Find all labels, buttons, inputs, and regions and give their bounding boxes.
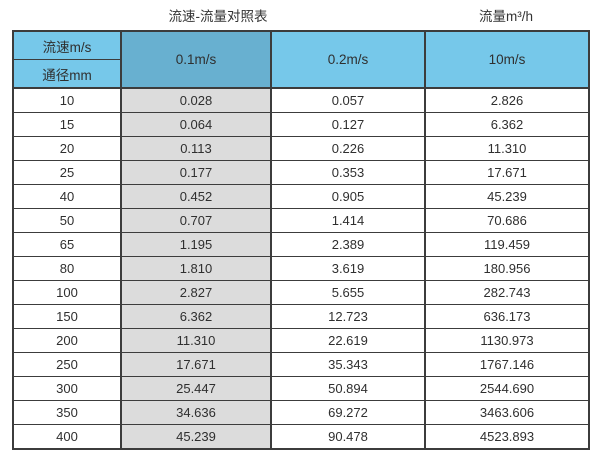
flow-value-cell: 5.655 (270, 280, 426, 305)
flow-value-cell: 22.619 (270, 328, 426, 353)
table-row: 40 0.452 0.905 45.239 (12, 184, 590, 209)
flow-value-cell: 17.671 (424, 160, 590, 185)
diameter-cell: 65 (12, 232, 122, 257)
diameter-cell: 80 (12, 256, 122, 281)
table-row: 50 0.707 1.414 70.686 (12, 208, 590, 233)
table-header: 流速m/s 0.1m/s 0.2m/s 10m/s 通径mm (12, 30, 590, 89)
flow-value-cell: 0.905 (270, 184, 426, 209)
header-diameter-label: 通径mm (12, 59, 122, 89)
flow-value-cell: 0.127 (270, 112, 426, 137)
table-row: 150 6.362 12.723 636.173 (12, 304, 590, 329)
flow-value-cell: 25.447 (120, 376, 272, 401)
diameter-cell: 20 (12, 136, 122, 161)
flow-value-cell: 0.177 (120, 160, 272, 185)
flow-value-cell: 1.195 (120, 232, 272, 257)
flow-value-cell: 0.226 (270, 136, 426, 161)
flow-value-cell: 2544.690 (424, 376, 590, 401)
flow-value-cell: 34.636 (120, 400, 272, 425)
flow-value-cell: 119.459 (424, 232, 590, 257)
diameter-cell: 300 (12, 376, 122, 401)
flow-value-cell: 45.239 (424, 184, 590, 209)
table-row: 25 0.177 0.353 17.671 (12, 160, 590, 185)
table-row: 80 1.810 3.619 180.956 (12, 256, 590, 281)
flow-unit-label: 流量m³/h (479, 9, 533, 24)
flow-value-cell: 1130.973 (424, 328, 590, 353)
table-title: 流速-流量对照表 (168, 9, 268, 24)
flow-value-cell: 6.362 (424, 112, 590, 137)
flow-value-cell: 70.686 (424, 208, 590, 233)
flow-value-cell: 0.028 (120, 87, 272, 113)
flow-value-cell: 0.707 (120, 208, 272, 233)
flow-value-cell: 636.173 (424, 304, 590, 329)
flow-value-cell: 2.827 (120, 280, 272, 305)
flow-value-cell: 1.414 (270, 208, 426, 233)
flow-value-cell: 282.743 (424, 280, 590, 305)
flow-value-cell: 50.894 (270, 376, 426, 401)
flow-value-cell: 2.826 (424, 87, 590, 113)
table-row: 65 1.195 2.389 119.459 (12, 232, 590, 257)
flow-value-cell: 3463.606 (424, 400, 590, 425)
flow-value-cell: 11.310 (120, 328, 272, 353)
table-body: 10 0.028 0.057 2.826 15 0.064 0.127 6.36… (12, 87, 590, 450)
flow-value-cell: 180.956 (424, 256, 590, 281)
table-row: 350 34.636 69.272 3463.606 (12, 400, 590, 425)
flow-value-cell: 90.478 (270, 424, 426, 450)
header-col-10ms: 10m/s (424, 30, 590, 89)
diameter-cell: 100 (12, 280, 122, 305)
flow-value-cell: 3.619 (270, 256, 426, 281)
table-row: 250 17.671 35.343 1767.146 (12, 352, 590, 377)
diameter-cell: 400 (12, 424, 122, 450)
diameter-cell: 200 (12, 328, 122, 353)
flow-value-cell: 12.723 (270, 304, 426, 329)
table-row: 400 45.239 90.478 4523.893 (12, 424, 590, 450)
table-row: 100 2.827 5.655 282.743 (12, 280, 590, 305)
flow-value-cell: 69.272 (270, 400, 426, 425)
flow-value-cell: 17.671 (120, 352, 272, 377)
diameter-cell: 40 (12, 184, 122, 209)
header-col-0.1ms: 0.1m/s (120, 30, 272, 89)
diameter-cell: 15 (12, 112, 122, 137)
table-row: 10 0.028 0.057 2.826 (12, 87, 590, 113)
diameter-cell: 150 (12, 304, 122, 329)
table-row: 15 0.064 0.127 6.362 (12, 112, 590, 137)
table-row: 300 25.447 50.894 2544.690 (12, 376, 590, 401)
flow-value-cell: 6.362 (120, 304, 272, 329)
header-col-0.2ms: 0.2m/s (270, 30, 426, 89)
flow-value-cell: 0.113 (120, 136, 272, 161)
diameter-cell: 250 (12, 352, 122, 377)
header-velocity-label: 流速m/s (12, 30, 122, 60)
flow-value-cell: 0.064 (120, 112, 272, 137)
flow-value-cell: 0.452 (120, 184, 272, 209)
flow-value-cell: 1767.146 (424, 352, 590, 377)
flow-value-cell: 4523.893 (424, 424, 590, 450)
table-row: 200 11.310 22.619 1130.973 (12, 328, 590, 353)
diameter-cell: 50 (12, 208, 122, 233)
flow-rate-table: 流速m/s 0.1m/s 0.2m/s 10m/s 通径mm 10 0.028 … (12, 30, 590, 450)
table-titles: 流速-流量对照表 流量m³/h (12, 0, 588, 30)
flow-value-cell: 1.810 (120, 256, 272, 281)
diameter-cell: 25 (12, 160, 122, 185)
flow-value-cell: 11.310 (424, 136, 590, 161)
flow-value-cell: 2.389 (270, 232, 426, 257)
flow-value-cell: 45.239 (120, 424, 272, 450)
diameter-cell: 350 (12, 400, 122, 425)
flow-value-cell: 0.353 (270, 160, 426, 185)
diameter-cell: 10 (12, 87, 122, 113)
table-row: 20 0.113 0.226 11.310 (12, 136, 590, 161)
flow-value-cell: 35.343 (270, 352, 426, 377)
flow-value-cell: 0.057 (270, 87, 426, 113)
